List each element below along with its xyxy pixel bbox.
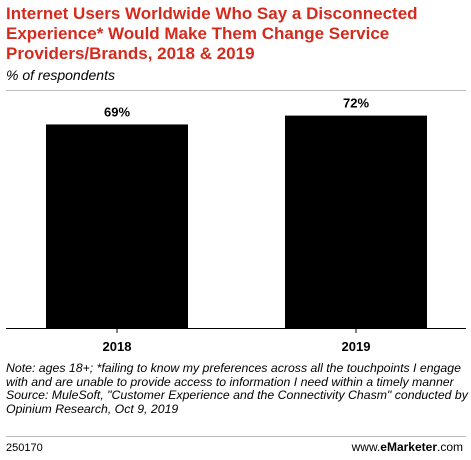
bar-2018 — [46, 124, 188, 328]
title-divider — [6, 90, 466, 91]
category-label-2018: 2018 — [103, 339, 132, 354]
footer-note: Note: ages 18+; *failing to know my pref… — [6, 361, 461, 389]
chart-title: Internet Users Worldwide Who Say a Disco… — [6, 4, 418, 63]
footer-divider — [6, 436, 466, 437]
brand-suffix: .com — [436, 440, 463, 454]
bar-group — [46, 115, 427, 328]
category-label-group: 2018 2019 — [103, 339, 371, 354]
value-label-group: 69% 72% — [104, 96, 369, 120]
value-label-2018: 69% — [104, 104, 130, 119]
brand-prefix: www. — [351, 440, 381, 454]
value-label-2019: 72% — [343, 96, 369, 111]
x-tick-group — [116, 328, 357, 333]
footer-source: Source: MuleSoft, "Customer Experience a… — [6, 388, 468, 416]
category-label-2019: 2019 — [342, 339, 371, 354]
bar-2019 — [285, 115, 427, 328]
footer-notes: Note: ages 18+; *failing to know my pref… — [6, 361, 468, 416]
chart-subtitle: % of respondents — [6, 67, 115, 83]
chart-id: 250170 — [6, 442, 43, 454]
emarketer-logo[interactable]: www.eMarketer.com — [352, 440, 463, 454]
brand-name: eMarketer — [380, 440, 437, 454]
